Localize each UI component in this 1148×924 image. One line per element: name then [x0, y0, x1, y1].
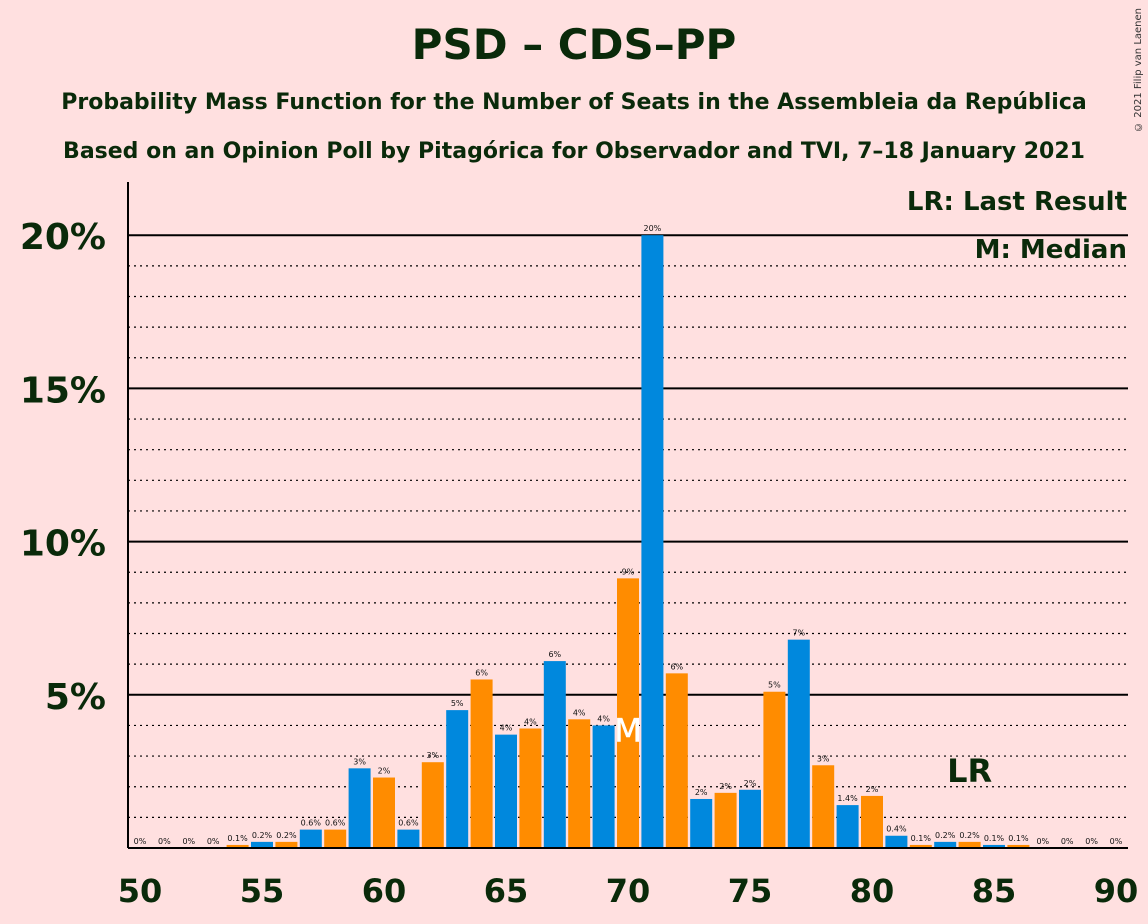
bar-seat-83	[934, 841, 957, 848]
bar-seat-72	[665, 673, 688, 848]
bar-seat-61	[397, 829, 420, 848]
chart-title: PSD – CDS–PP	[411, 20, 737, 69]
bar-value-label: 4%	[573, 708, 586, 717]
median-marker: M	[614, 711, 642, 749]
bar-seat-67	[543, 661, 566, 848]
bar-seat-84	[958, 841, 981, 848]
bar-value-label: 6%	[548, 650, 561, 659]
x-tick-label: 70	[606, 872, 651, 910]
x-tick-label: 80	[850, 872, 895, 910]
bar-value-label: 0%	[1085, 837, 1098, 846]
x-tick-label: 75	[728, 872, 773, 910]
bar-seat-54	[226, 844, 249, 848]
bar-value-label: 0.2%	[276, 831, 297, 840]
bar-value-label: 0%	[1061, 837, 1074, 846]
x-tick-label: 55	[240, 872, 285, 910]
bar-value-label: 0%	[158, 837, 171, 846]
bar-value-label: 2%	[719, 782, 732, 791]
x-tick-label: 90	[1094, 872, 1139, 910]
legend-median: M: Median	[975, 235, 1127, 265]
bar-seat-81	[885, 835, 908, 848]
bar-seat-58	[324, 829, 347, 848]
y-tick-label: 10%	[20, 524, 106, 565]
x-tick-label: 65	[484, 872, 529, 910]
bar-seat-74	[714, 792, 737, 848]
bar-value-label: 1.4%	[837, 794, 858, 803]
bar-seat-68	[568, 719, 591, 848]
bar-value-label: 0.2%	[959, 831, 980, 840]
chart-source: Based on an Opinion Poll by Pitagórica f…	[63, 139, 1085, 164]
bar-seat-56	[275, 841, 298, 848]
bar-seat-80	[861, 795, 883, 848]
bar-value-label: 20%	[644, 224, 662, 233]
y-tick-label: 20%	[20, 217, 106, 258]
bar-seat-64	[470, 679, 493, 848]
x-tick-label: 85	[972, 872, 1017, 910]
bar-value-label: 2%	[695, 788, 708, 797]
bar-value-label: 2%	[744, 779, 757, 788]
bar-seat-59	[348, 768, 371, 848]
bar-value-label: 9%	[622, 567, 635, 576]
bar-seat-69	[592, 725, 615, 848]
bar-value-label: 6%	[475, 668, 488, 677]
bar-value-label: 3%	[353, 757, 366, 766]
bar-value-label: 0.4%	[886, 825, 907, 834]
bar-seat-78	[812, 765, 835, 848]
bar-value-label: 4%	[524, 718, 537, 727]
bar-value-label: 0.1%	[911, 834, 932, 843]
x-tick-label: 60	[362, 872, 407, 910]
bar-value-label: 2%	[866, 785, 879, 794]
bar-value-label: 0.6%	[398, 819, 419, 828]
legend-last-result: LR: Last Result	[907, 187, 1127, 217]
bar-value-label: 0.6%	[301, 819, 322, 828]
y-tick-label: 5%	[45, 677, 106, 718]
bar-seat-62	[421, 762, 444, 848]
bar-value-label: 0.2%	[252, 831, 273, 840]
bar-value-label: 3%	[426, 751, 439, 760]
bar-seat-85	[983, 844, 1005, 848]
bar-value-label: 0.6%	[325, 819, 346, 828]
bar-value-label: 4%	[500, 724, 513, 733]
bar-value-label: 0.2%	[935, 831, 956, 840]
bar-value-label: 0%	[182, 837, 195, 846]
bar-value-label: 3%	[817, 754, 830, 763]
y-tick-label: 15%	[20, 370, 106, 411]
bar-seat-71	[641, 235, 664, 848]
bar-seat-66	[519, 728, 542, 848]
bar-value-label: 4%	[597, 714, 610, 723]
bar-seat-70	[617, 578, 639, 848]
bar-value-label: 0.1%	[1008, 834, 1029, 843]
bar-value-label: 7%	[792, 629, 805, 638]
bar-seat-75	[739, 789, 761, 848]
bar-value-label: 0%	[1110, 837, 1123, 846]
bar-seat-77	[787, 639, 810, 848]
bar-seat-60	[373, 777, 395, 848]
bar-value-label: 5%	[451, 699, 464, 708]
bar-value-label: 6%	[670, 662, 683, 671]
bar-value-label: 5%	[768, 681, 781, 690]
bar-seat-76	[763, 691, 786, 848]
bar-value-label: 2%	[378, 767, 391, 776]
bar-seat-63	[446, 710, 469, 848]
bar-seat-82	[909, 844, 932, 848]
bar-seat-86	[1007, 844, 1030, 848]
bar-seat-73	[690, 798, 713, 848]
bar-seat-57	[299, 829, 322, 848]
bar-value-label: 0%	[134, 837, 147, 846]
chart-subtitle: Probability Mass Function for the Number…	[61, 90, 1087, 115]
bar-seat-65	[495, 734, 517, 848]
bar-value-label: 0.1%	[227, 834, 248, 843]
bar-seat-55	[251, 841, 273, 848]
bar-seat-79	[836, 805, 859, 848]
x-tick-label: 50	[118, 872, 163, 910]
bar-value-label: 0%	[207, 837, 220, 846]
bar-value-label: 0%	[1036, 837, 1049, 846]
bar-value-label: 0.1%	[984, 834, 1005, 843]
last-result-marker: LR	[947, 752, 992, 790]
